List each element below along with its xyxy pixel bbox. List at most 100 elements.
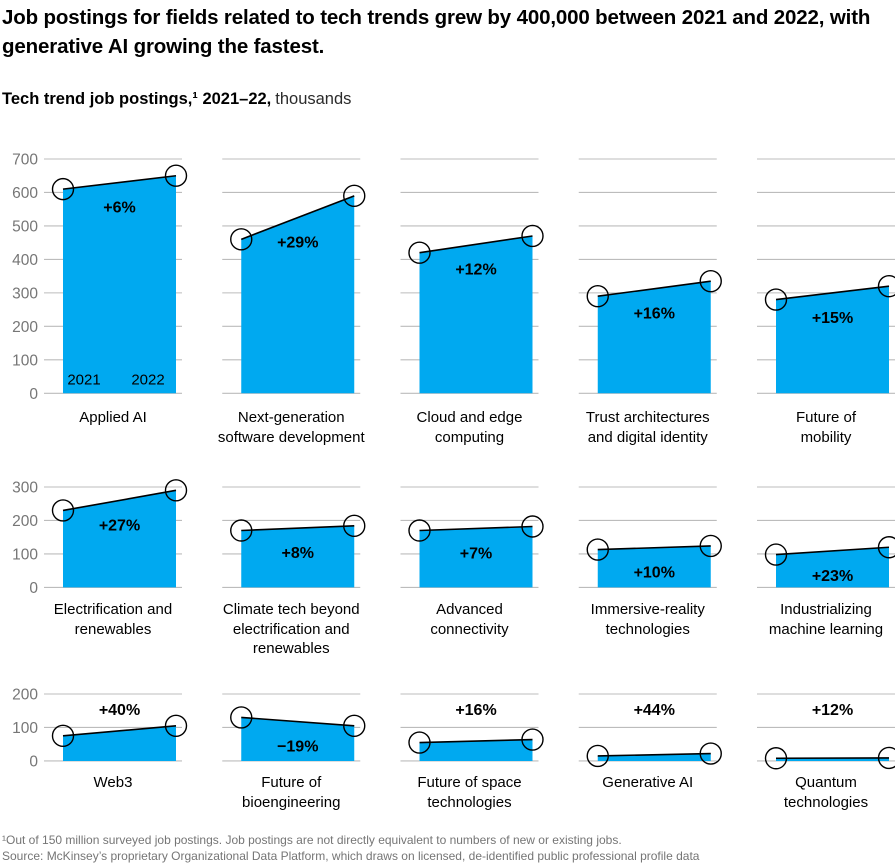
- y-tick-label: 100: [12, 352, 38, 369]
- trend-line: [597, 280, 711, 298]
- chart-category-label: Generative AI: [602, 774, 694, 791]
- point-marker-2022: [877, 746, 895, 770]
- chart-category-label: Trust architectures and digital identity: [585, 409, 710, 446]
- trend-line: [241, 525, 355, 532]
- area-fill: [241, 525, 355, 588]
- point-marker-2021: [764, 747, 788, 770]
- point-marker-2022: [164, 479, 188, 502]
- chart-category-label: Immersive-reality technologies: [590, 601, 705, 638]
- area-fill: [419, 235, 533, 394]
- y-tick-label: 200: [12, 687, 38, 704]
- chart-category-label: Industrializing machine learning: [768, 601, 884, 638]
- point-marker-2021: [51, 177, 75, 201]
- y-tick-label: 600: [12, 185, 38, 202]
- point-marker-2022: [699, 534, 722, 558]
- chart-category-label: Future of bioengineering: [242, 774, 341, 811]
- point-marker-2021: [408, 519, 431, 542]
- point-marker-2022: [521, 515, 544, 538]
- chart-row-1: 700 600 500 400 300 200 100 0 +6% 2021 2022 +29% +12…: [12, 152, 895, 403]
- footnote-source-line: Source: McKinsey’s proprietary Organizat…: [2, 849, 700, 863]
- pct-change-label: +27%: [99, 517, 140, 534]
- pct-change-label: +29%: [277, 235, 318, 252]
- chart-row-2: 300 200 100 0 +27% +8% +7% +10% +23%: [12, 479, 895, 597]
- y-tick-label: 100: [12, 720, 38, 737]
- chart-subtitle: Tech trend job postings,¹ 2021–22, thousa…: [2, 90, 351, 109]
- area-fill: [776, 547, 889, 588]
- point-marker-2021: [764, 543, 788, 566]
- trend-line: [62, 489, 177, 512]
- area-fill: [241, 717, 355, 761]
- subtitle-label: Tech trend job postings,¹ 2021–22,: [2, 90, 272, 108]
- point-marker-2021: [764, 288, 788, 311]
- pct-change-label: +40%: [99, 702, 140, 719]
- chart-category-label: Next-generation software development: [217, 409, 365, 446]
- point-marker-2022: [164, 714, 188, 737]
- trend-line: [775, 546, 890, 556]
- y-tick-label: 300: [12, 480, 38, 497]
- point-marker-2022: [877, 274, 895, 298]
- area-fill: [597, 281, 711, 394]
- area-fill: [241, 195, 355, 394]
- point-marker-2022: [343, 184, 366, 208]
- point-marker-2022: [877, 536, 895, 559]
- pct-change-label: +16%: [634, 306, 675, 323]
- pct-change-label: +44%: [634, 702, 675, 719]
- area-fill: [597, 545, 711, 588]
- year-label-2021: 2021: [67, 371, 100, 388]
- trend-line: [419, 525, 533, 532]
- pct-change-label: +12%: [455, 261, 496, 278]
- point-marker-2021: [51, 724, 75, 748]
- y-tick-label: 200: [12, 513, 38, 530]
- point-marker-2021: [408, 731, 431, 754]
- chart-category-label: Applied AI: [79, 409, 147, 426]
- subtitle-unit: thousands: [275, 90, 352, 108]
- point-marker-2022: [699, 742, 722, 765]
- point-marker-2021: [230, 706, 253, 729]
- point-marker-2022: [343, 714, 366, 737]
- pct-change-label: +23%: [812, 568, 853, 585]
- y-tick-label: 500: [12, 218, 38, 235]
- trend-line: [62, 724, 177, 737]
- chart-category-label: Advanced connectivity: [430, 601, 509, 638]
- point-marker-2022: [164, 164, 188, 187]
- area-fill: [63, 725, 176, 761]
- area-fill: [776, 286, 889, 394]
- point-marker-2021: [51, 499, 75, 522]
- pct-change-label: +8%: [282, 545, 314, 562]
- trend-line: [597, 545, 711, 551]
- trend-line: [419, 738, 533, 744]
- trend-line: [775, 285, 890, 301]
- trend-line: [62, 174, 177, 190]
- point-marker-2021: [586, 285, 609, 308]
- point-marker-2022: [343, 514, 366, 538]
- area-fill: [419, 526, 533, 588]
- y-tick-label: 0: [29, 580, 38, 597]
- footnote-source-note: ¹Out of 150 million surveyed job posting…: [2, 833, 622, 847]
- pct-change-label: −19%: [277, 739, 318, 756]
- chart-category-label: Future of space technologies: [417, 774, 522, 811]
- area-fill: [63, 175, 176, 394]
- point-marker-2022: [521, 224, 544, 248]
- page-title: Job postings for fields related to tech …: [2, 6, 871, 58]
- y-tick-label: 300: [12, 285, 38, 302]
- point-marker-2021: [230, 519, 253, 542]
- pct-change-label: +6%: [103, 199, 135, 216]
- point-marker-2022: [699, 269, 722, 293]
- chart-category-label: Cloud and edge computing: [416, 409, 523, 446]
- chart-category-label: Climate tech beyond electrification and re…: [222, 601, 360, 657]
- pct-change-label: +12%: [812, 702, 853, 719]
- trend-line: [240, 195, 355, 241]
- point-marker-2021: [586, 744, 609, 768]
- point-marker-2022: [521, 728, 544, 751]
- trend-line: [419, 235, 533, 254]
- point-marker-2021: [586, 538, 609, 561]
- chart-category-label: Future of mobility: [795, 409, 857, 446]
- chart-category-label: Web3: [93, 774, 133, 791]
- pct-change-label: +10%: [634, 565, 675, 582]
- pct-change-label: +7%: [460, 546, 492, 563]
- trend-line: [241, 716, 355, 727]
- year-label-2022: 2022: [131, 371, 164, 388]
- pct-change-label: +15%: [812, 310, 853, 327]
